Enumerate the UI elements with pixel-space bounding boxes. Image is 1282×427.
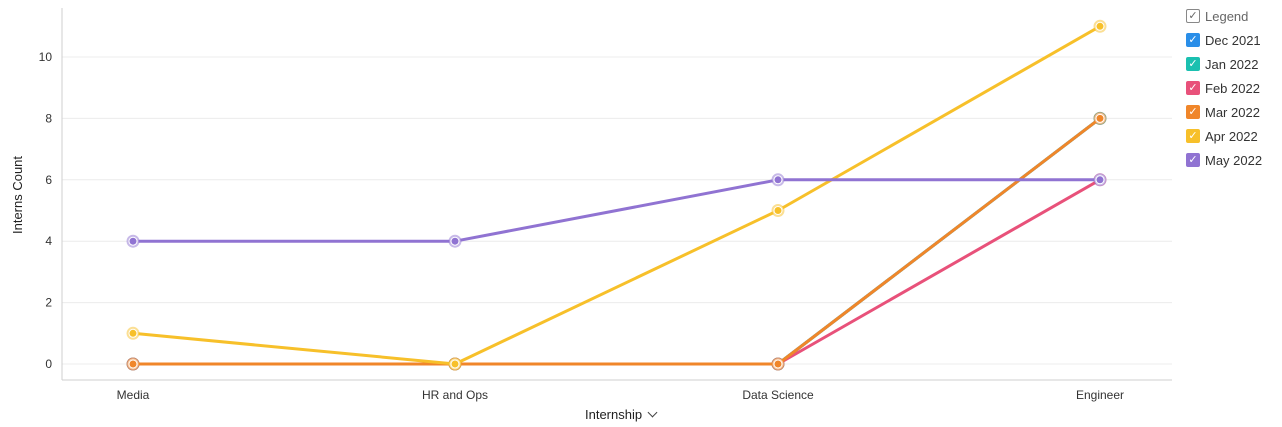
y-tick-label: 8 — [45, 111, 52, 125]
legend-label: Apr 2022 — [1205, 128, 1258, 144]
checkbox-icon: ✓ — [1186, 9, 1200, 23]
data-point-dot — [129, 237, 137, 245]
data-point-dot — [774, 207, 782, 214]
series-may-2022 — [126, 173, 1107, 248]
data-point-dot — [129, 360, 137, 368]
legend-label: Jan 2022 — [1205, 56, 1259, 72]
legend-item-mar-2022[interactable]: ✓ Mar 2022 — [1186, 100, 1278, 124]
series-lines — [126, 19, 1107, 371]
chevron-down-icon — [647, 407, 658, 418]
y-tick-label: 2 — [45, 296, 52, 310]
legend-label: May 2022 — [1205, 152, 1263, 168]
legend-item-dec-2021[interactable]: ✓ Dec 2021 — [1186, 28, 1278, 52]
y-tick-label: 0 — [45, 357, 52, 371]
legend-label: Mar 2022 — [1205, 104, 1260, 120]
x-axis-title: Internship — [585, 407, 643, 422]
data-point-dot — [1096, 22, 1104, 30]
x-tick-label: Media — [117, 388, 150, 402]
legend-item-may-2022[interactable]: ✓ May 2022 — [1186, 148, 1278, 172]
data-point-dot — [1096, 114, 1104, 122]
x-axis-title-dropdown[interactable]: Internship — [585, 407, 658, 422]
series-line — [131, 24, 1102, 366]
legend-header[interactable]: ✓ Legend — [1186, 4, 1278, 28]
series-line — [131, 178, 1102, 243]
axes — [61, 8, 1172, 381]
legend-item-feb-2022[interactable]: ✓ Feb 2022 — [1186, 76, 1278, 100]
x-tick-label: Data Science — [742, 388, 814, 402]
series-feb-2022 — [126, 173, 1107, 371]
data-point-dot — [774, 176, 782, 184]
y-tick-labels: 0 2 4 6 8 10 — [39, 50, 53, 371]
legend-item-apr-2022[interactable]: ✓ Apr 2022 — [1186, 124, 1278, 148]
data-point-dot — [451, 237, 459, 245]
legend: ✓ Legend ✓ Dec 2021 ✓ Jan 2022 ✓ Feb 2022 ✓ Mar… — [1186, 4, 1278, 172]
series-line — [131, 178, 1102, 366]
y-tick-label: 6 — [45, 173, 52, 187]
series-line — [131, 116, 1102, 366]
checkbox-icon: ✓ — [1186, 33, 1200, 47]
legend-title: Legend — [1205, 8, 1249, 24]
x-tick-label: HR and Ops — [422, 388, 488, 402]
data-point-dot — [451, 360, 459, 368]
data-point-dot — [129, 329, 137, 337]
legend-label: Feb 2022 — [1205, 80, 1260, 96]
checkbox-icon: ✓ — [1186, 57, 1200, 71]
checkbox-icon: ✓ — [1186, 129, 1200, 143]
x-tick-labels: Media HR and Ops Data Science Engineer — [117, 388, 1124, 402]
checkbox-icon: ✓ — [1186, 105, 1200, 119]
checkbox-icon: ✓ — [1186, 81, 1200, 95]
data-point-dot — [1096, 176, 1104, 184]
checkbox-icon: ✓ — [1186, 153, 1200, 167]
legend-item-jan-2022[interactable]: ✓ Jan 2022 — [1186, 52, 1278, 76]
y-tick-label: 10 — [39, 50, 53, 64]
y-axis-title: Interns Count — [10, 156, 25, 234]
data-point-dot — [774, 360, 782, 368]
x-tick-label: Engineer — [1076, 388, 1124, 402]
y-tick-label: 4 — [45, 234, 52, 248]
legend-label: Dec 2021 — [1205, 32, 1261, 48]
series-apr-2022 — [126, 19, 1107, 371]
